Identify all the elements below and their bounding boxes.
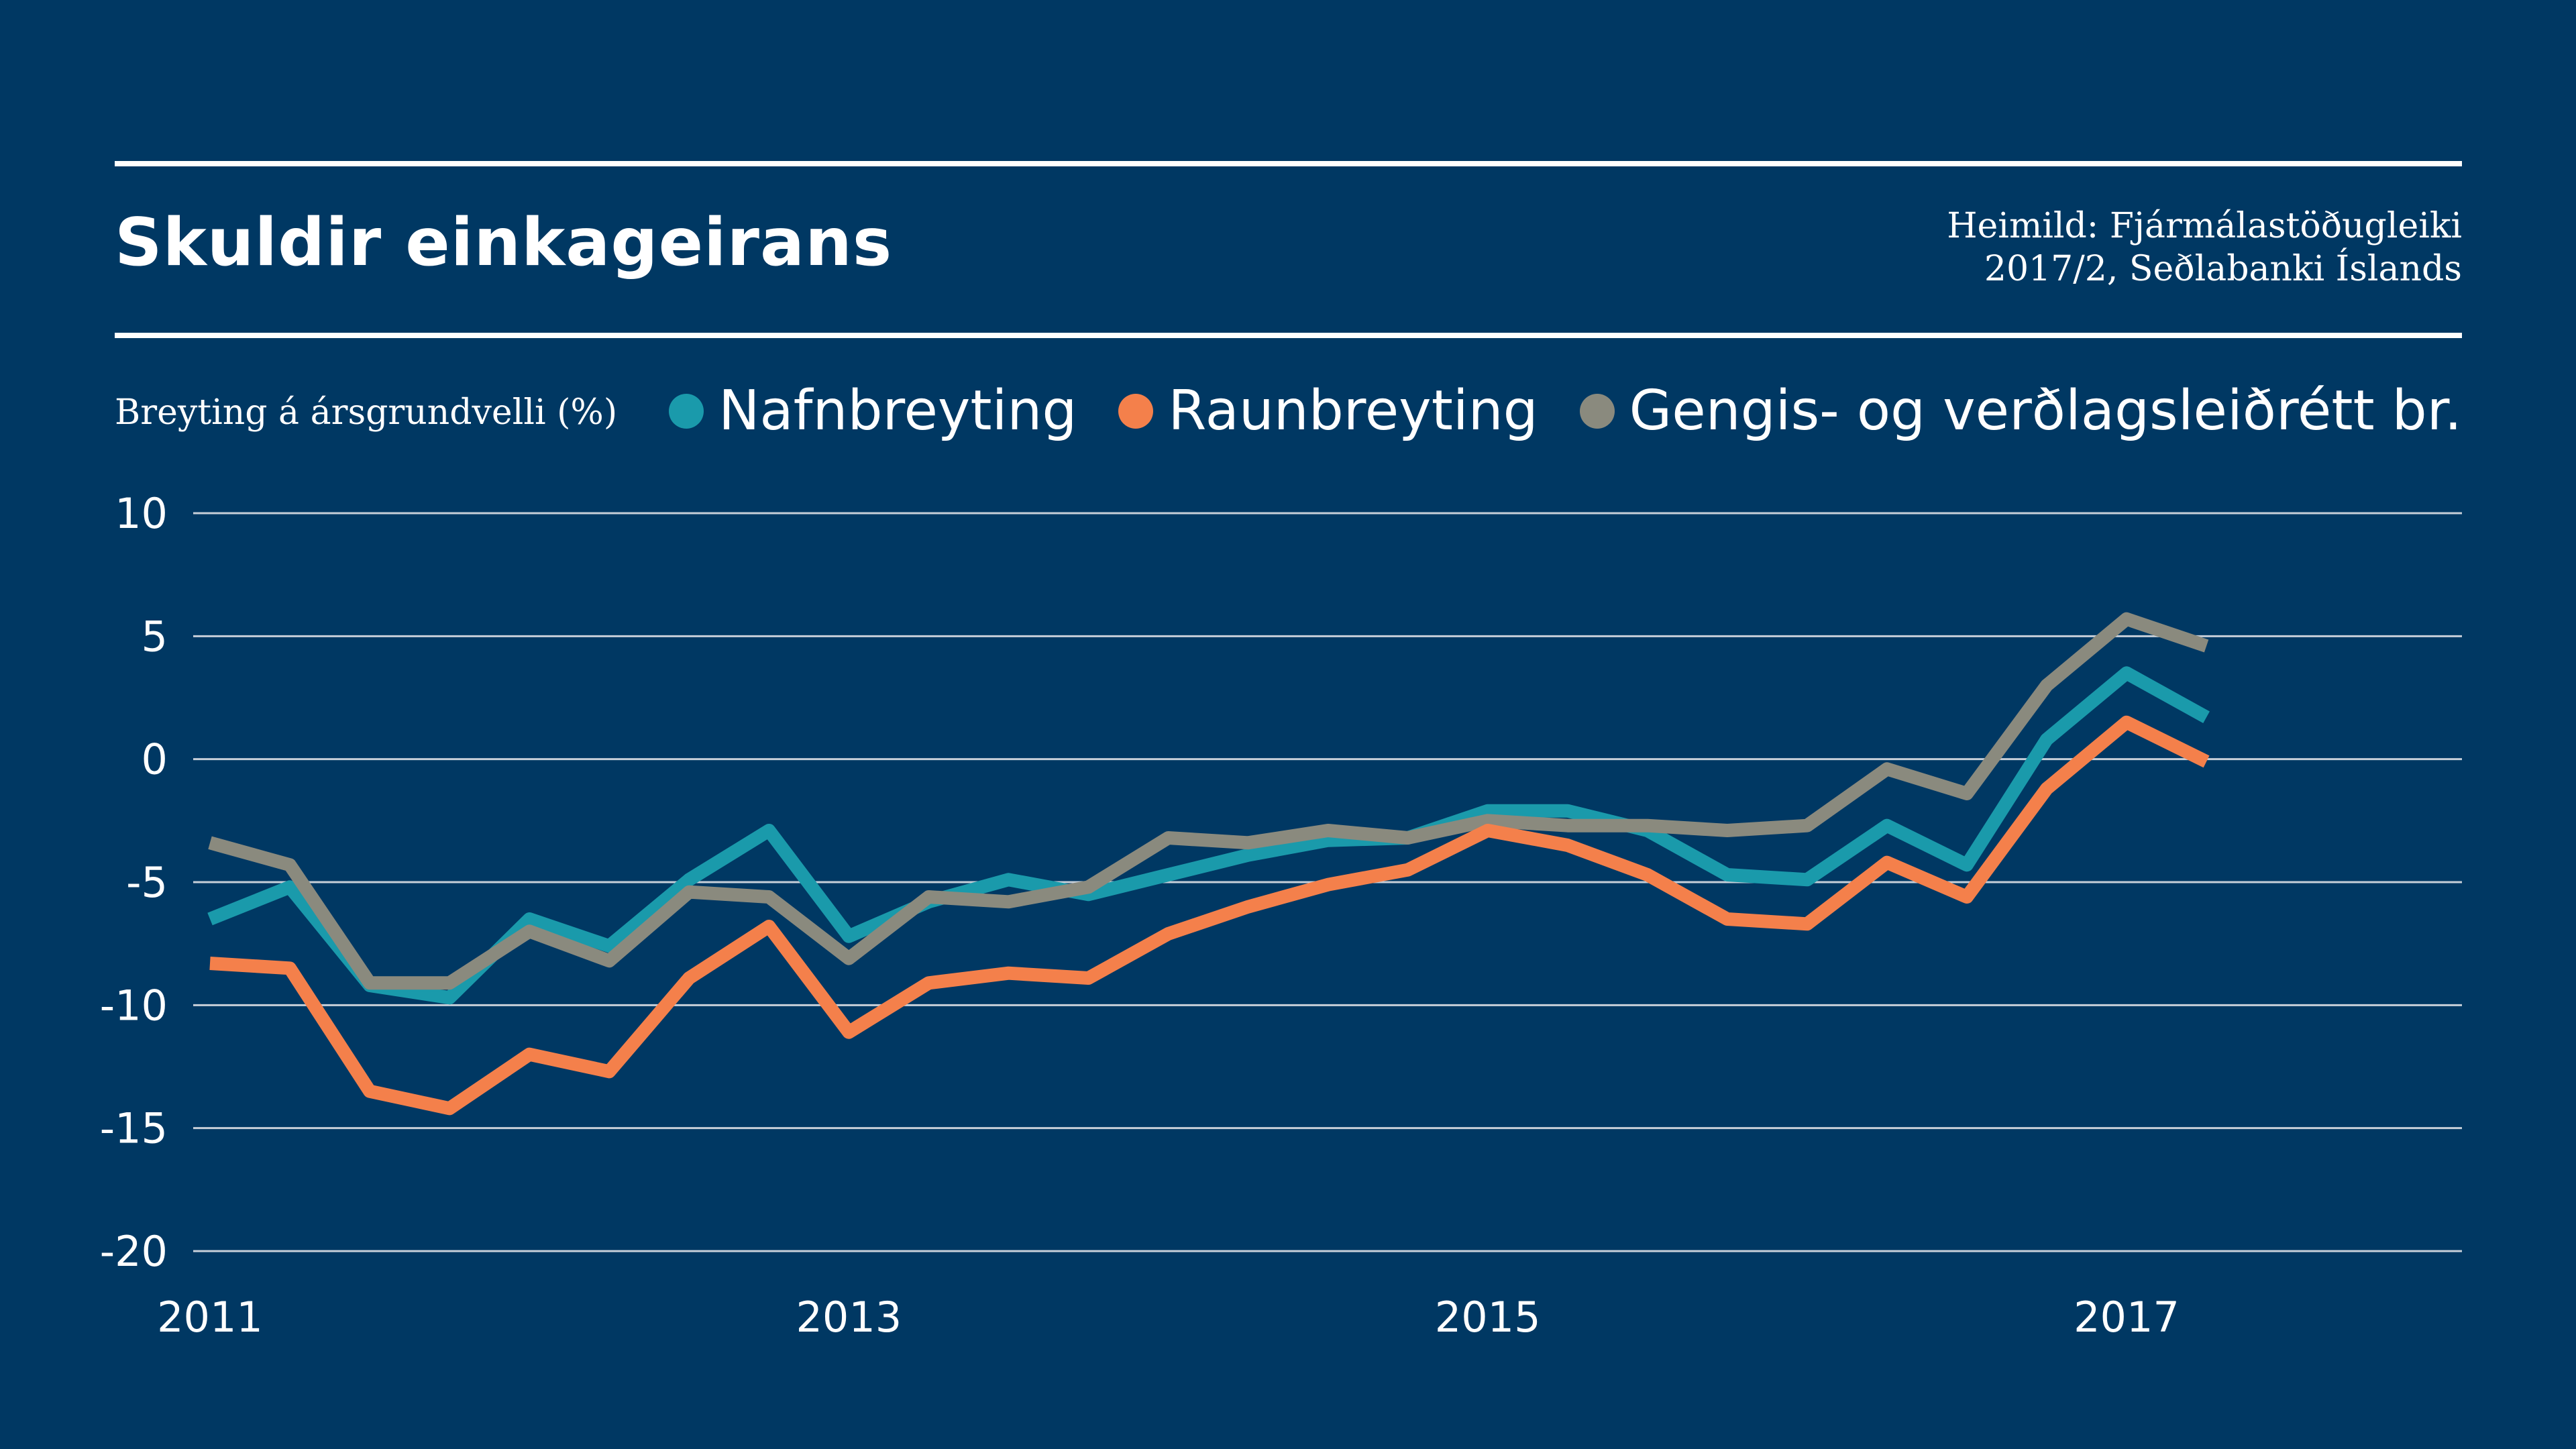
legend-item-raunbreyting: Raunbreyting bbox=[1118, 379, 1538, 443]
legend-label-nafnbreyting: Nafnbreyting bbox=[718, 379, 1077, 443]
x-tick-label-2013: 2013 bbox=[796, 1293, 902, 1342]
legend-label-gengis: Gengis- og verðlagsleiðrétt br. bbox=[1629, 379, 2462, 443]
legend-label-raunbreyting: Raunbreyting bbox=[1168, 379, 1538, 443]
source-line-2: 2017/2, Seðlabanki Íslands bbox=[1984, 249, 2462, 289]
legend-item-gengis: Gengis- og verðlagsleiðrétt br. bbox=[1579, 379, 2462, 443]
y-tick-label--10: -10 bbox=[100, 981, 168, 1030]
y-tick-label-5: 5 bbox=[142, 612, 168, 661]
series-line-gengis bbox=[208, 612, 2209, 990]
source-line-1: Heimild: Fjármálastöðugleiki bbox=[1947, 206, 2462, 246]
legend-item-nafnbreyting: Nafnbreyting bbox=[669, 379, 1077, 443]
y-tick-label--20: -20 bbox=[100, 1227, 168, 1276]
y-tick-label-0: 0 bbox=[142, 735, 168, 784]
x-tick-label-2011: 2011 bbox=[157, 1293, 263, 1342]
legend-dot-gengis bbox=[1579, 393, 1615, 429]
legend: Nafnbreyting Raunbreyting Gengis- og ver… bbox=[669, 379, 2462, 443]
chart-title: Skuldir einkageirans bbox=[115, 205, 893, 281]
series-line-raunbreyting bbox=[209, 715, 2210, 1116]
legend-dot-nafnbreyting bbox=[669, 393, 704, 429]
series-line-nafnbreyting bbox=[207, 666, 2210, 1005]
y-axis-title: Breyting á ársgrundvelli (%) bbox=[115, 392, 618, 433]
y-tick-label--5: -5 bbox=[126, 858, 168, 907]
x-tick-label-2017: 2017 bbox=[2074, 1293, 2180, 1342]
legend-dot-raunbreyting bbox=[1118, 393, 1154, 429]
source-note: Heimild: Fjármálastöðugleiki 2017/2, Seð… bbox=[1523, 205, 2462, 290]
top-rule bbox=[115, 161, 2462, 166]
bottom-rule bbox=[115, 333, 2462, 338]
y-tick-label-10: 10 bbox=[115, 489, 168, 538]
y-tick-label--15: -15 bbox=[100, 1104, 168, 1153]
x-tick-label-2015: 2015 bbox=[1435, 1293, 1541, 1342]
